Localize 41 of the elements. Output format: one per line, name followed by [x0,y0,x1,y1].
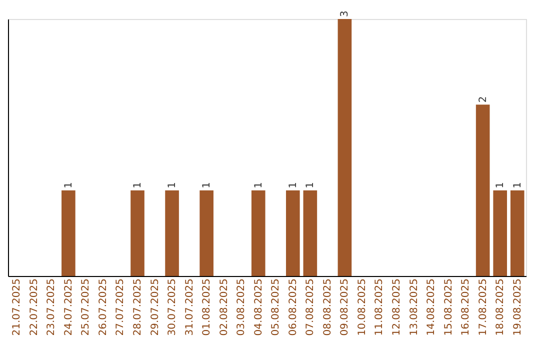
x-tick-label: 29.07.2025 [150,278,161,336]
x-tick-label: 23.07.2025 [46,278,58,336]
x-tick-label: 16.08.2025 [460,278,472,336]
data-label: 3 [340,10,351,17]
x-tick-label: 07.08.2025 [305,278,316,336]
x-tick-label: 27.07.2025 [115,278,126,336]
x-tick-label: 22.07.2025 [28,278,40,336]
x-tick-label: 14.08.2025 [426,278,438,336]
x-tick-label: 11.08.2025 [374,278,386,336]
x-tick-label: 28.07.2025 [132,278,144,336]
x-tick-label: 10.08.2025 [356,278,368,336]
x-tick-label: 18.08.2025 [495,278,506,336]
data-label: 1 [167,182,178,188]
x-tick-label: 13.08.2025 [408,278,420,336]
data-label: 1 [202,182,213,188]
data-label: 1 [495,182,506,188]
x-tick-label: 12.08.2025 [392,278,402,336]
x-tick-label: 03.08.2025 [236,278,248,336]
data-label: 1 [305,182,316,188]
x-tick-label: 31.07.2025 [184,278,196,336]
data-label: 1 [132,182,144,188]
data-label: 1 [512,182,524,188]
x-tick-label: 21.07.2025 [12,278,23,336]
x-tick-label: 04.08.2025 [253,278,264,336]
data-label: 1 [253,182,264,188]
x-tick-label: 19.08.2025 [512,278,524,336]
data-label: 1 [63,182,74,188]
x-tick-label: 02.08.2025 [218,278,230,336]
x-tick-label: 09.08.2025 [340,278,351,336]
x-tick-label: 15.08.2025 [443,278,454,336]
x-tick-label: 01.08.2025 [202,278,213,336]
data-label: 2 [478,96,489,103]
x-tick-label: 26.07.2025 [98,278,109,336]
x-tick-label: 24.07.2025 [63,278,74,336]
x-tick-label: 06.08.2025 [288,278,299,336]
data-label: 1 [288,182,299,188]
x-tick-label: 25.07.2025 [80,278,92,336]
x-tick-label: 17.08.2025 [478,278,489,336]
x-tick-label: 05.08.2025 [270,278,282,336]
x-tick-label: 08.08.2025 [322,278,334,336]
x-tick-label: 30.07.2025 [167,278,178,336]
